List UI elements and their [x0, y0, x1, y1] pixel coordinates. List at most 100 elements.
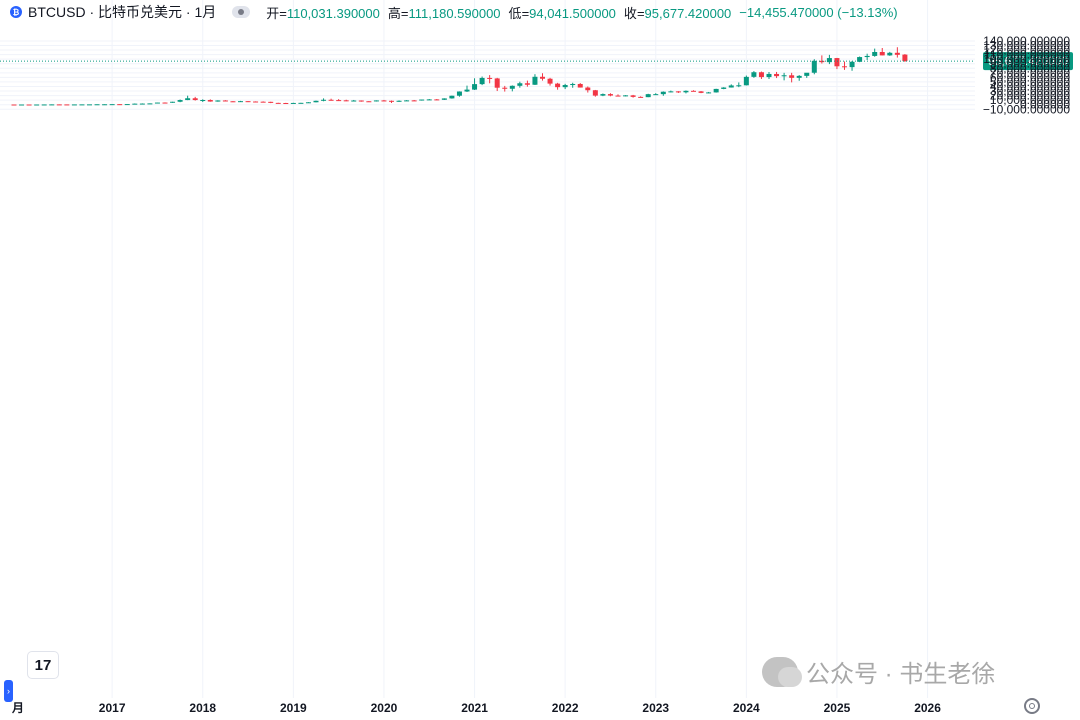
candle: [11, 104, 17, 106]
candle: [313, 100, 319, 103]
candle-body: [721, 87, 727, 89]
candle: [691, 90, 696, 92]
candle: [87, 104, 92, 106]
candle: [849, 61, 855, 71]
candle: [743, 75, 749, 86]
candle: [842, 61, 847, 70]
candle-body: [577, 83, 583, 88]
candle: [615, 94, 621, 97]
candle-body: [366, 101, 372, 103]
candle: [366, 101, 372, 103]
candle: [328, 98, 334, 101]
candle-body: [41, 104, 47, 106]
candle: [238, 100, 243, 103]
candle: [887, 51, 893, 56]
candle-body: [842, 66, 847, 68]
candle: [502, 85, 508, 92]
x-tick-label: 2019: [280, 701, 307, 715]
symbol-title[interactable]: BTCUSD · 比特币兑美元 · 1月: [28, 4, 217, 20]
candle-body: [683, 90, 689, 93]
candle-body: [215, 100, 221, 102]
watermark: 公众号 · 书生老徐: [762, 654, 995, 689]
candle: [49, 104, 55, 106]
y-tick-label: 110,000.000000: [984, 48, 1070, 62]
candle: [117, 104, 123, 106]
candle-body: [894, 52, 900, 55]
candle: [894, 47, 900, 58]
x-tick-label: 2017: [99, 701, 126, 715]
candle: [600, 93, 606, 97]
candle: [804, 72, 810, 78]
candle-body: [336, 100, 342, 102]
candle: [728, 84, 734, 88]
tradingview-logo-icon[interactable]: 17: [28, 652, 58, 678]
candle: [834, 57, 840, 70]
candle: [41, 104, 47, 106]
candle-body: [872, 51, 878, 56]
candle: [736, 82, 742, 88]
candle: [781, 72, 787, 81]
candle-body: [849, 61, 855, 68]
candle-body: [396, 100, 402, 102]
y-tick-label: 0.000000: [1020, 98, 1070, 112]
candle: [879, 48, 885, 56]
candle-body: [774, 73, 780, 77]
candle: [524, 80, 530, 87]
candle-body: [638, 96, 644, 98]
candle-body: [94, 104, 100, 106]
candle: [192, 96, 198, 101]
candle-body: [245, 101, 251, 103]
candle: [139, 103, 145, 105]
candle-body: [547, 78, 553, 84]
y-tick-label: 60,000.000000: [990, 70, 1070, 84]
candle-body: [260, 101, 266, 103]
candle: [675, 91, 681, 93]
candle: [706, 91, 712, 94]
visibility-eye-icon[interactable]: [232, 6, 251, 18]
x-tick-label: 2025: [824, 701, 851, 715]
settings-gear-icon[interactable]: [1024, 698, 1040, 714]
candle-body: [743, 76, 749, 86]
candle-body: [736, 85, 742, 87]
candle: [343, 99, 349, 102]
candle-body: [373, 100, 379, 102]
candle-body: [472, 84, 478, 90]
candle-body: [811, 60, 817, 73]
candle: [71, 104, 77, 106]
candle: [721, 87, 727, 90]
expand-panel-button[interactable]: ›: [4, 680, 13, 702]
x-tick-label: 2021: [461, 701, 488, 715]
candle-body: [321, 99, 327, 101]
candle: [230, 101, 236, 103]
candle: [290, 102, 296, 104]
bitcoin-icon: ₿: [10, 6, 22, 18]
candle-body: [434, 99, 440, 101]
candle-body: [630, 95, 636, 97]
candle: [419, 99, 425, 101]
candle: [109, 104, 115, 106]
candle: [872, 48, 878, 57]
candle: [487, 75, 493, 84]
candle-body: [562, 85, 568, 88]
y-tick-label: −10,000.000000: [983, 102, 1070, 116]
candle-body: [555, 83, 561, 88]
y-tick-label: 50,000.000000: [990, 75, 1070, 89]
last-price-badge: [983, 52, 1073, 71]
candle-body: [570, 83, 576, 86]
candle-body: [162, 102, 168, 104]
candle: [298, 102, 304, 104]
candle: [170, 101, 176, 103]
low-value: 低=94,041.500000: [508, 5, 616, 21]
candle-body: [71, 104, 77, 106]
candle-body: [819, 60, 825, 63]
y-tick-label: 100,000.000000: [983, 52, 1070, 66]
candle: [185, 95, 191, 101]
candle-body: [305, 102, 311, 104]
candle-body: [751, 72, 757, 77]
candle-body: [706, 92, 712, 94]
candle: [819, 55, 825, 64]
candle-body: [79, 104, 85, 106]
candle-body: [479, 77, 485, 85]
candle: [570, 82, 576, 88]
